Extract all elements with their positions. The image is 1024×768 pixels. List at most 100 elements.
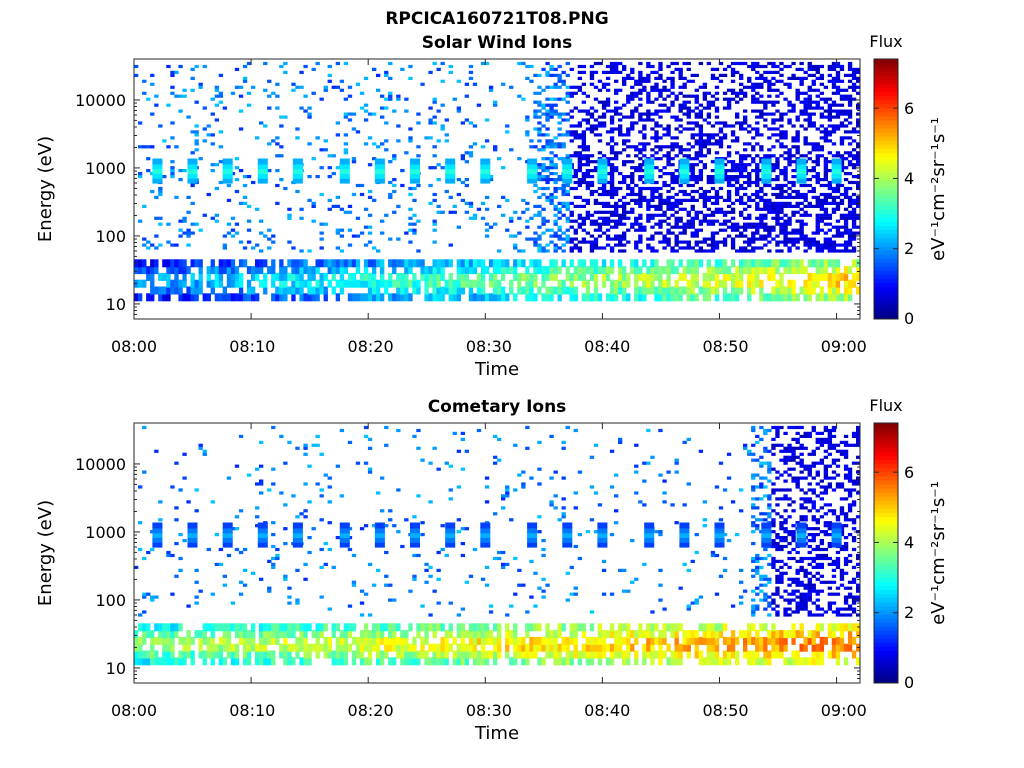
heatmap-cell [722, 124, 728, 128]
heatmap-cell [710, 246, 716, 250]
heatmap-cell [372, 198, 377, 202]
heatmap-cell [553, 231, 558, 235]
colorbar-segment [874, 71, 898, 76]
heatmap-cell [146, 657, 151, 666]
heatmap-cell [174, 286, 179, 295]
heatmap-cell [638, 118, 643, 122]
heatmap-cell [601, 70, 607, 74]
heatmap-cell [472, 279, 478, 288]
heatmap-cell [440, 272, 445, 281]
heatmap-cell [541, 207, 546, 211]
heatmap-cell [569, 91, 574, 95]
heatmap-cell [573, 286, 578, 295]
heatmap-cell [557, 142, 562, 146]
heatmap-cell [505, 491, 510, 495]
heatmap-cell [339, 636, 345, 645]
heatmap-cell [730, 237, 736, 241]
heatmap-cell [541, 553, 546, 558]
heatmap-cell [581, 643, 587, 652]
heatmap-cell [650, 657, 655, 666]
heatmap-cell [537, 515, 542, 519]
heatmap-cell [291, 279, 296, 288]
heatmap-cell [763, 207, 768, 211]
heatmap-cell [162, 272, 167, 281]
heatmap-cell [436, 210, 441, 214]
heatmap-cell [779, 228, 784, 232]
heatmap-cell [670, 204, 675, 208]
heatmap-cell [372, 259, 377, 268]
heatmap-cell [569, 636, 574, 645]
heatmap-cell [339, 259, 345, 268]
heatmap-cell [767, 100, 772, 104]
heatmap-cell [686, 286, 691, 295]
heatmap-cell [795, 189, 800, 194]
heatmap-cell [460, 157, 466, 161]
heatmap-cell [759, 259, 764, 268]
heatmap-cell [638, 225, 643, 229]
heatmap-cell [424, 279, 429, 288]
heatmap-cell [501, 293, 506, 302]
heatmap-cell [601, 112, 607, 116]
heatmap-cell [618, 88, 623, 92]
heatmap-cell [851, 249, 857, 253]
heatmap-cell [190, 279, 195, 288]
heatmap-cell [682, 198, 687, 202]
heatmap-cell [460, 272, 466, 281]
heatmap-cell [771, 100, 776, 104]
heatmap-cell [154, 216, 159, 220]
heatmap-cell [735, 234, 740, 238]
heatmap-cell [267, 237, 272, 241]
heatmap-cell [638, 189, 643, 194]
heatmap-cell [501, 550, 506, 555]
heatmap-cell [292, 168, 303, 174]
heatmap-cell [799, 219, 804, 223]
heatmap-cell [630, 124, 635, 128]
heatmap-cell [638, 216, 643, 220]
heatmap-cell [775, 286, 780, 295]
heatmap-cell [706, 272, 712, 281]
heatmap-cell [823, 195, 829, 199]
heatmap-cell [799, 79, 804, 83]
heatmap-cell [779, 133, 784, 137]
heatmap-cell [775, 163, 780, 167]
heatmap-cell [561, 82, 566, 86]
heatmap-cell [815, 293, 820, 302]
heatmap-cell [448, 464, 453, 468]
heatmap-cell [351, 112, 357, 116]
heatmap-cell [811, 88, 816, 92]
heatmap-cell [493, 259, 498, 268]
heatmap-cell [690, 225, 695, 229]
heatmap-cell [392, 259, 397, 268]
heatmap-cell [343, 61, 349, 66]
heatmap-cell [851, 88, 857, 92]
heatmap-cell [654, 530, 659, 534]
heatmap-cell [388, 623, 393, 632]
heatmap-cell [194, 133, 199, 137]
heatmap-cell [581, 175, 587, 179]
heatmap-cell [537, 246, 542, 250]
heatmap-cell [654, 133, 659, 137]
heatmap-cell [295, 643, 300, 652]
heatmap-cell [246, 266, 252, 275]
heatmap-cell [150, 630, 155, 639]
heatmap-cell [630, 189, 635, 194]
heatmap-cell [303, 650, 308, 659]
heatmap-cell [545, 198, 550, 202]
colorbar-segment [874, 152, 898, 157]
colorbar-segment [874, 136, 898, 141]
heatmap-cell [170, 286, 175, 295]
heatmap-cell [614, 636, 619, 645]
heatmap-cell [355, 259, 361, 268]
heatmap-cell [739, 201, 744, 205]
heatmap-cell [839, 109, 845, 113]
heatmap-cell [521, 97, 526, 101]
heatmap-cell [488, 259, 494, 268]
heatmap-cell [710, 234, 716, 238]
heatmap-cell [823, 237, 829, 241]
heatmap-cell [480, 145, 486, 149]
heatmap-cell [561, 259, 566, 268]
heatmap-cell [626, 643, 631, 652]
heatmap-cell [843, 151, 849, 155]
heatmap-cell [194, 142, 199, 146]
heatmap-cell [472, 82, 478, 86]
